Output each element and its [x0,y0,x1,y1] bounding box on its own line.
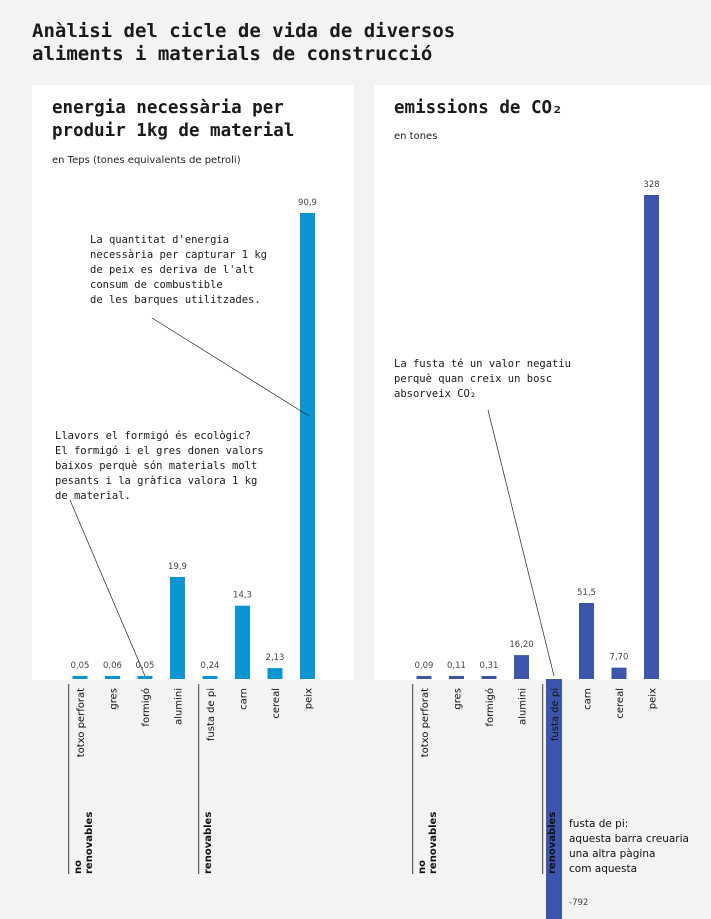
emissions-value-label-0: 0,09 [415,661,434,671]
emissions-chart-subtitle: en tones [394,131,438,142]
energy-value-label-4: 0,24 [201,661,220,671]
energy-category-label-4: fusta de pi [206,688,217,741]
energy-bar-5 [235,605,250,679]
emissions-bars: 0,09 totxo perforat 0,11 gres 0,31 formigó 16,… [415,180,689,919]
emissions-bar-0 [416,676,432,679]
fusta-negative-annotation: La fusta té un valor negatiu perquè quan… [394,358,572,400]
emissions-value-label-4: -792 [569,898,588,908]
emissions-bar-2 [481,676,497,679]
energy-group-label-1-0: renovables [203,812,214,874]
fusta-leader-line [487,409,555,677]
energy-group-label-0-0: no [73,860,84,874]
main-title: Anàlisi del cicle de vida de diversos al… [32,20,456,65]
formigo-annotation: Llavors el formigó és ecològic? El formi… [55,430,264,502]
emissions-value-label-2: 0,31 [480,661,499,671]
energy-bars: 0,05 totxo perforat 0,06 gres 0,05 formigó 19,… [71,198,317,757]
energy-value-label-5: 14,3 [233,591,252,601]
emissions-negative-note-line-1: aquesta barra creuaria [569,833,689,845]
energy-chart-title: energia necessària per produir 1kg de ma… [52,98,295,141]
emissions-category-label-3: alumini [518,688,529,725]
emissions-value-label-1: 0,11 [447,661,466,671]
energy-category-label-5: carn [239,688,250,710]
emissions-bar-3 [514,655,529,679]
emissions-value-label-7: 328 [643,180,659,190]
energy-bar-6 [267,668,283,679]
emissions-category-label-6: cereal [615,688,626,719]
energy-category-label-1: gres [109,688,120,710]
energy-value-label-6: 2,13 [266,653,285,663]
emissions-bar-7 [644,195,659,679]
energy-bar-2 [137,676,153,679]
emissions-value-label-5: 51,5 [577,588,596,598]
emissions-category-label-7: peix [648,688,659,709]
peix-leader-line [151,317,310,417]
energy-bar-7 [300,213,315,679]
emissions-value-label-3: 16,20 [509,640,533,650]
energy-bar-3 [170,576,185,679]
energy-category-label-6: cereal [271,688,282,719]
energy-category-label-7: peix [304,688,315,709]
emissions-negative-note-line-2: una altra pàgina [569,848,655,860]
emissions-negative-note-line-3: com aquesta [569,863,637,875]
emissions-bar-5 [579,603,594,679]
energy-chart-subtitle: en Teps (tones equivalents de petroli) [52,155,241,166]
emissions-category-label-1: gres [453,688,464,710]
emissions-category-label-4: fusta de pi [550,688,561,741]
emissions-group-label-0-1: renovables [428,812,439,874]
emissions-bar-6 [611,667,627,679]
energy-value-label-2: 0,05 [136,661,155,671]
emissions-category-label-5: carn [583,688,594,710]
energy-value-label-7: 90,9 [298,198,317,208]
energy-bar-1 [105,676,120,679]
energy-bar-0 [72,676,88,679]
peix-energy-annotation: La quantitat d'energia necessària per ca… [90,234,268,306]
energy-value-label-0: 0,05 [71,661,90,671]
energy-value-label-3: 19,9 [168,562,187,572]
energy-category-label-0: totxo perforat [76,688,87,757]
emissions-bar-1 [449,676,464,679]
emissions-value-label-6: 7,70 [610,653,629,663]
energy-value-label-1: 0,06 [103,661,122,671]
emissions-category-label-0: totxo perforat [420,688,431,757]
emissions-category-label-2: formigó [484,688,496,727]
energy-group-label-0-1: renovables [84,812,95,874]
emissions-bar-4 [546,679,562,919]
energy-category-label-2: formigó [140,688,152,727]
emissions-group-label-1-0: renovables [547,812,558,874]
emissions-negative-note-line-0: fusta de pi: [569,818,628,830]
formigo-leader-line [69,499,146,677]
energy-bar-4 [202,676,218,679]
emissions-group-label-0-0: no [417,860,428,874]
emissions-chart-title: emissions de CO₂ [394,98,563,118]
energy-category-label-3: alumini [174,688,185,725]
